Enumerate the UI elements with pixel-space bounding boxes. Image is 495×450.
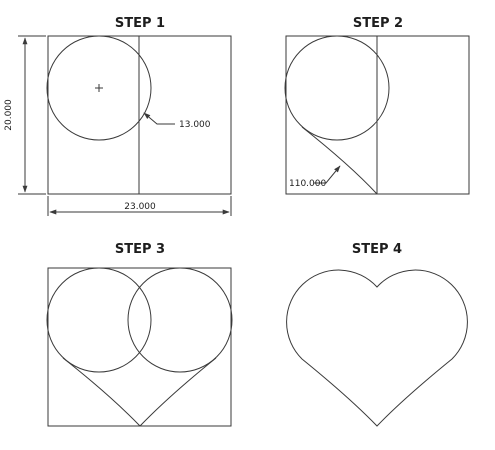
step-3-right-arc xyxy=(139,357,217,427)
step-3-left-arc xyxy=(62,357,141,427)
width-dimension-label: 23.000 xyxy=(124,202,156,212)
step-2-tangent-arc xyxy=(301,126,378,195)
step-3-bounding-box xyxy=(47,267,232,427)
step-3-right-circle xyxy=(127,267,233,373)
radius-label: 13.000 xyxy=(179,120,211,130)
step-3-panel: STEP 3 xyxy=(46,242,233,427)
step-4-heart-shape xyxy=(286,269,468,427)
step-2-title: STEP 2 xyxy=(353,16,403,31)
step-3-title: STEP 3 xyxy=(115,242,165,257)
arc-radius-leader-line xyxy=(314,165,341,184)
step-1-title: STEP 1 xyxy=(115,16,165,31)
height-dimension-label: 20.000 xyxy=(4,99,14,131)
step-1-panel: STEP 1 20.000 23.000 13.000 xyxy=(4,16,232,216)
step-2-panel: STEP 2 110.000 xyxy=(284,16,470,195)
arc-radius-label: 110.000 xyxy=(289,179,326,189)
step-4-title: STEP 4 xyxy=(352,242,402,257)
step-4-panel: STEP 4 xyxy=(286,242,468,427)
step-2-circle xyxy=(284,35,390,141)
step-3-left-circle xyxy=(46,267,152,373)
step-1-circle xyxy=(46,35,152,141)
radius-leader-line xyxy=(143,112,175,125)
